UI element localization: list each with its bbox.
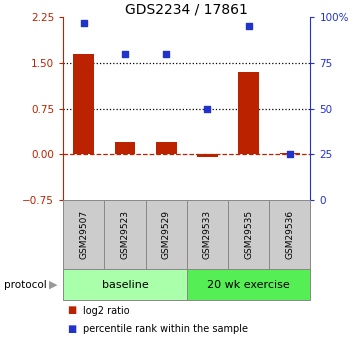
Bar bbox=[115, 142, 135, 155]
Bar bbox=[145, 200, 187, 269]
Text: ■: ■ bbox=[67, 325, 76, 334]
Text: GSM29536: GSM29536 bbox=[285, 210, 294, 259]
Text: GSM29523: GSM29523 bbox=[121, 210, 130, 259]
Point bbox=[163, 51, 169, 57]
Point bbox=[81, 20, 87, 26]
Point bbox=[205, 106, 210, 111]
Point bbox=[122, 51, 128, 57]
Text: ■: ■ bbox=[67, 306, 76, 315]
Bar bbox=[187, 269, 310, 300]
Bar bbox=[197, 155, 218, 157]
Bar bbox=[238, 72, 259, 155]
Bar bbox=[74, 54, 94, 155]
Bar bbox=[228, 200, 269, 269]
Bar bbox=[279, 153, 300, 155]
Text: 20 wk exercise: 20 wk exercise bbox=[207, 280, 290, 289]
Text: percentile rank within the sample: percentile rank within the sample bbox=[83, 325, 248, 334]
Bar bbox=[269, 200, 310, 269]
Text: GSM29533: GSM29533 bbox=[203, 210, 212, 259]
Text: protocol: protocol bbox=[4, 280, 46, 289]
Point bbox=[287, 152, 293, 157]
Point bbox=[246, 23, 252, 29]
Title: GDS2234 / 17861: GDS2234 / 17861 bbox=[125, 2, 248, 16]
Bar bbox=[187, 200, 228, 269]
Bar bbox=[63, 200, 104, 269]
Bar bbox=[104, 200, 145, 269]
Text: GSM29529: GSM29529 bbox=[162, 210, 171, 259]
Text: baseline: baseline bbox=[101, 280, 148, 289]
Text: GSM29535: GSM29535 bbox=[244, 210, 253, 259]
Text: ▶: ▶ bbox=[49, 280, 57, 289]
Bar bbox=[156, 142, 177, 155]
Text: GSM29507: GSM29507 bbox=[79, 210, 88, 259]
Bar bbox=[63, 269, 187, 300]
Text: log2 ratio: log2 ratio bbox=[83, 306, 130, 315]
